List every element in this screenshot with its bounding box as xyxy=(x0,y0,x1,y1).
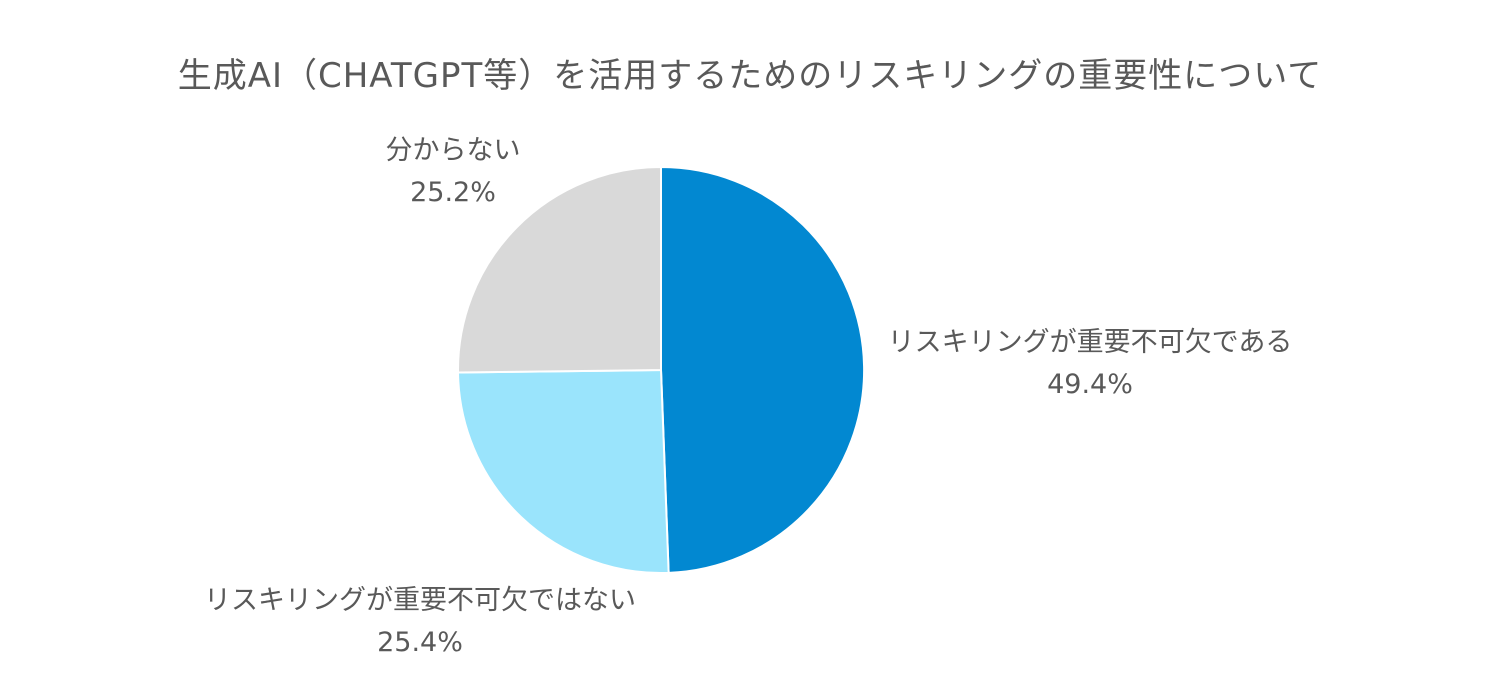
slice-name-not-essential: リスキリングが重要不可欠ではない xyxy=(204,585,636,616)
slice-value-essential: 49.4% xyxy=(1047,369,1133,400)
slice-label-dont-know: 分からない 25.2% xyxy=(333,130,573,214)
slice-label-not-essential: リスキリングが重要不可欠ではない 25.4% xyxy=(180,580,660,664)
pie-slice-essential xyxy=(660,165,866,574)
slice-value-not-essential: 25.4% xyxy=(377,627,463,658)
pie-slice-not-essential xyxy=(457,368,670,574)
slice-name-essential: リスキリングが重要不可欠である xyxy=(887,327,1293,358)
pie-slice-dont-know xyxy=(457,165,662,374)
slice-label-essential: リスキリングが重要不可欠である 49.4% xyxy=(870,322,1310,406)
chart-title: 生成AI（CHATGPT等）を活用するためのリスキリングの重要性について xyxy=(177,56,1323,96)
slice-value-dont-know: 25.2% xyxy=(410,177,496,208)
slice-name-dont-know: 分からない xyxy=(385,135,521,166)
